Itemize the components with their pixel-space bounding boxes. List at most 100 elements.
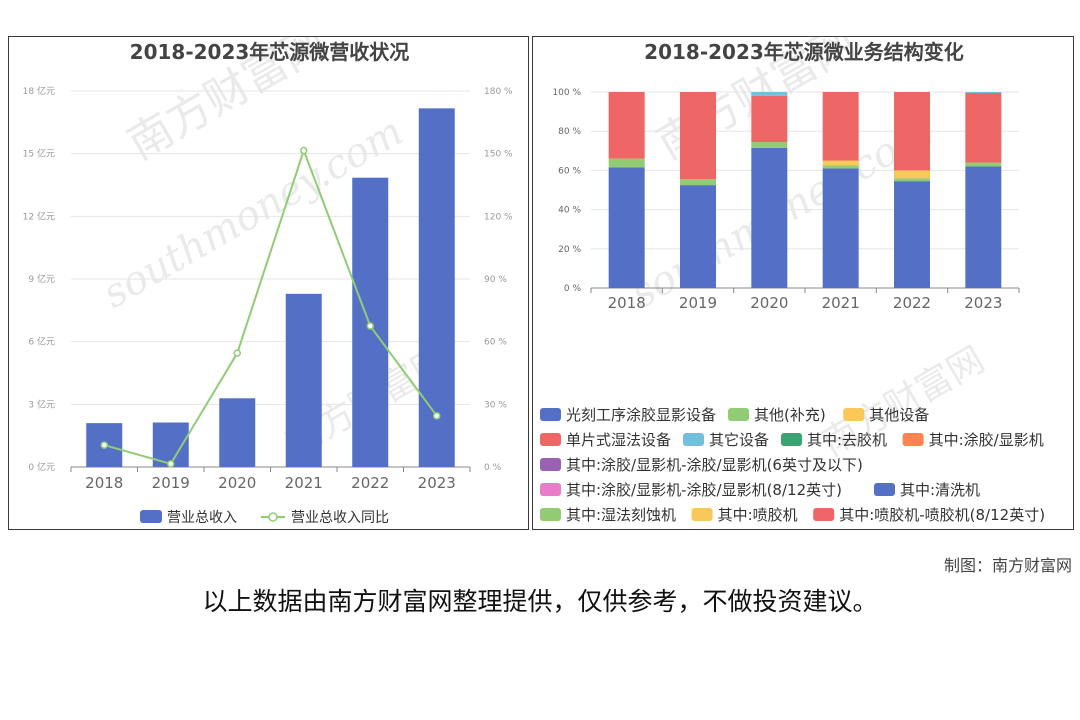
legend-swatch: [540, 458, 561, 471]
x-tick-label: 2018: [608, 294, 646, 312]
yoy-point: [433, 412, 441, 420]
stacked-bar-segment: [822, 168, 859, 288]
legend-label: 其中:喷胶机-喷胶机(8/12英寸): [839, 506, 1045, 524]
yoy-point: [300, 146, 308, 155]
structure-chart-panel: 南方财富网southmoney.com南方财富网2018-2023年芯源微业务结…: [532, 36, 1074, 530]
y-tick-label: 12 亿元: [23, 210, 55, 222]
legend-label: 其他(补充): [754, 406, 826, 424]
y-tick-label: 0 %: [564, 284, 582, 294]
legend-swatch: [540, 483, 561, 496]
legend-label: 其中:涂胶/显影机-涂胶/显影机(8/12英寸): [566, 481, 842, 499]
legend-label: 单片式湿法设备: [566, 431, 671, 449]
x-tick-label: 2021: [285, 474, 323, 492]
revenue-bar: [219, 398, 256, 467]
yoy-point: [233, 349, 241, 357]
y-tick-label: 60 %: [558, 166, 581, 176]
legend-marker-yoy: [268, 512, 278, 522]
stacked-bar-segment: [608, 92, 645, 159]
stacked-bar-segment: [680, 179, 716, 186]
stacked-bar-segment: [751, 92, 788, 96]
stacked-bar-segment: [894, 178, 930, 182]
stacked-bar-segment: [965, 162, 1002, 167]
x-tick-label: 2019: [152, 474, 190, 492]
y-tick-label: 40 %: [558, 206, 581, 216]
legend-label: 其中:清洗机: [900, 481, 980, 499]
stacked-bar-segment: [894, 170, 930, 179]
disclaimer-footnote: 以上数据由南方财富网整理提供，仅供参考，不做投资建议。: [202, 587, 878, 616]
legend-label: 其他设备: [869, 406, 929, 424]
y2-tick-label: 180 %: [484, 87, 513, 97]
chart-legend: 营业总收入 营业总收入同比: [140, 510, 389, 526]
x-tick-label: 2018: [85, 474, 123, 492]
y2-tick-label: 60 %: [484, 338, 507, 348]
yoy-point: [167, 460, 175, 468]
legend-swatch: [781, 433, 802, 446]
y2-tick-label: 90 %: [484, 275, 507, 285]
y-tick-label: 3 亿元: [28, 398, 55, 410]
stacked-bar-segment: [751, 141, 788, 148]
structure-chart: 南方财富网southmoney.com南方财富网2018-2023年芯源微业务结…: [540, 37, 1045, 524]
stacked-bar-segment: [894, 181, 930, 288]
y-tick-label: 15 亿元: [23, 148, 55, 160]
stacked-bar-segment: [965, 92, 1002, 163]
stacked-bar-segment: [822, 160, 859, 166]
yoy-growth-line: [103, 147, 438, 466]
revenue-chart-panel: 南方财富网southmoney.com南方财富网2018-2023年芯源微营收状…: [8, 36, 529, 530]
y-tick-label: 9 亿元: [28, 273, 55, 285]
y2-tick-label: 150 %: [484, 150, 513, 160]
legend-label: 其它设备: [709, 431, 769, 449]
legend-label-yoy: 营业总收入同比: [291, 510, 389, 526]
legend-swatch: [728, 408, 749, 421]
y-tick-label: 80 %: [558, 127, 581, 137]
revenue-bar: [418, 108, 455, 468]
x-tick-label: 2023: [964, 294, 1002, 312]
stacked-bar-segment: [608, 167, 645, 288]
x-tick-label: 2019: [679, 294, 717, 312]
stacked-bar-segment: [965, 92, 1002, 93]
revenue-chart: 南方财富网southmoney.com南方财富网2018-2023年芯源微营收状…: [23, 37, 513, 526]
stacked-bar-segment: [680, 92, 716, 180]
yoy-point: [100, 441, 108, 449]
stacked-bar-segment: [751, 95, 788, 142]
stacked-bar-segment: [751, 147, 788, 288]
legend-swatch: [540, 408, 561, 421]
legend-swatch: [691, 508, 713, 521]
legend-label: 其中:湿法刻蚀机: [566, 506, 676, 524]
y-tick-label: 18 亿元: [23, 85, 55, 97]
legend-label: 其中:去胶机: [807, 431, 887, 449]
y2-tick-label: 0 %: [484, 463, 502, 473]
legend-swatch: [540, 433, 561, 446]
legend-swatch: [683, 433, 704, 446]
legend-label: 其中:喷胶机: [718, 506, 798, 524]
stacked-bar-segment: [894, 92, 930, 171]
y-tick-label: 0 亿元: [28, 461, 55, 473]
x-tick-label: 2020: [750, 294, 788, 312]
chart-title: 2018-2023年芯源微营收状况: [130, 40, 410, 64]
legend-label: 其中:涂胶/显影机: [929, 431, 1044, 449]
legend-swatch: [540, 508, 561, 521]
x-tick-label: 2022: [351, 474, 389, 492]
y2-tick-label: 120 %: [484, 212, 513, 222]
y-tick-label: 6 亿元: [28, 336, 55, 348]
legend-swatch: [902, 433, 924, 446]
chart-title: 2018-2023年芯源微业务结构变化: [644, 40, 964, 64]
legend-label: 其中:涂胶/显影机-涂胶/显影机(6英寸及以下): [566, 456, 863, 474]
legend-swatch: [843, 408, 865, 421]
stacked-bar-segment: [822, 92, 859, 161]
y-tick-label: 100 %: [552, 88, 581, 98]
yoy-point: [366, 322, 374, 330]
stacked-bar-segment: [680, 185, 716, 288]
y-tick-label: 20 %: [558, 245, 581, 255]
stacked-bar-segment: [608, 158, 645, 168]
legend-label: 光刻工序涂胶显影设备: [566, 406, 716, 424]
y2-tick-label: 30 %: [484, 400, 507, 410]
x-tick-label: 2020: [218, 474, 256, 492]
legend-swatch: [813, 508, 835, 521]
x-tick-label: 2022: [893, 294, 931, 312]
stacked-bar-segment: [822, 165, 859, 169]
x-tick-label: 2023: [418, 474, 456, 492]
chart-credit: 制图：南方财富网: [943, 556, 1072, 575]
